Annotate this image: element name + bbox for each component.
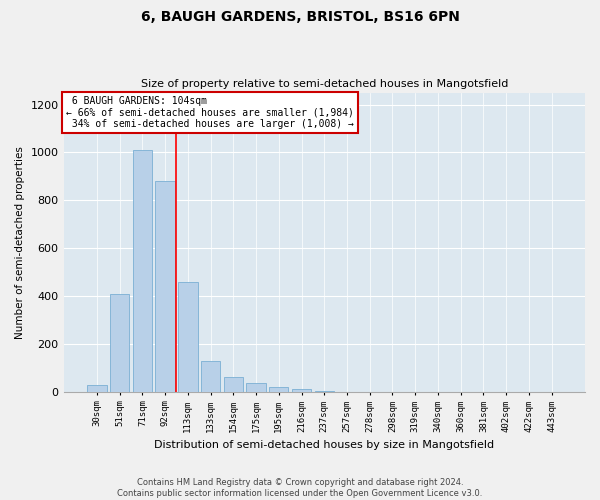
Bar xyxy=(201,360,220,392)
Bar xyxy=(224,378,243,392)
Bar xyxy=(247,384,266,392)
Text: 6, BAUGH GARDENS, BRISTOL, BS16 6PN: 6, BAUGH GARDENS, BRISTOL, BS16 6PN xyxy=(140,10,460,24)
Bar xyxy=(292,390,311,392)
Bar xyxy=(155,181,175,392)
Text: Contains HM Land Registry data © Crown copyright and database right 2024.
Contai: Contains HM Land Registry data © Crown c… xyxy=(118,478,482,498)
Bar xyxy=(87,384,107,392)
Text: 6 BAUGH GARDENS: 104sqm
← 66% of semi-detached houses are smaller (1,984)
 34% o: 6 BAUGH GARDENS: 104sqm ← 66% of semi-de… xyxy=(66,96,354,128)
Title: Size of property relative to semi-detached houses in Mangotsfield: Size of property relative to semi-detach… xyxy=(140,79,508,89)
Y-axis label: Number of semi-detached properties: Number of semi-detached properties xyxy=(15,146,25,338)
X-axis label: Distribution of semi-detached houses by size in Mangotsfield: Distribution of semi-detached houses by … xyxy=(154,440,494,450)
Bar xyxy=(133,150,152,392)
Bar xyxy=(110,294,130,392)
Bar xyxy=(269,387,289,392)
Bar xyxy=(314,390,334,392)
Bar xyxy=(178,282,197,392)
